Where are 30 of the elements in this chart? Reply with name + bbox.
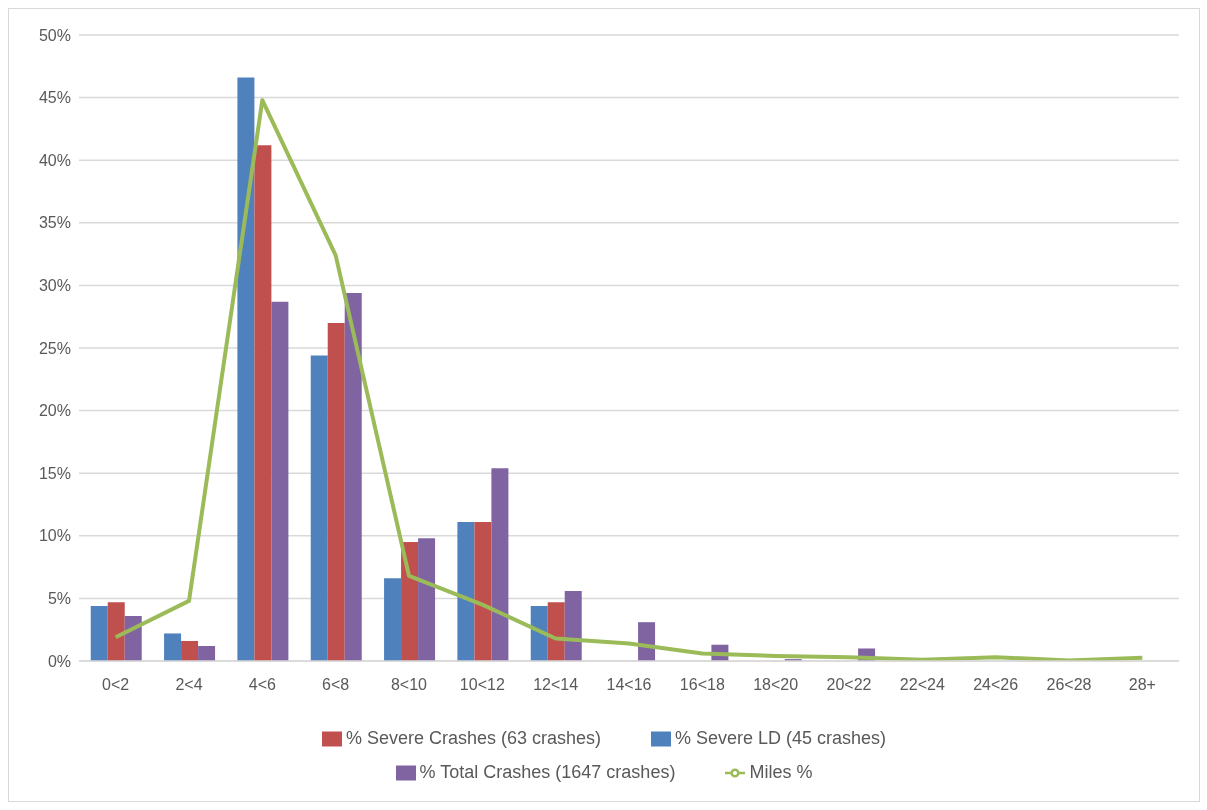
y-tick-label: 10% [38, 527, 71, 545]
x-tick-label: 2<4 [175, 676, 203, 694]
y-tick-label: 0% [47, 652, 71, 670]
y-tick-label: 5% [47, 590, 71, 608]
legend-label: % Severe Crashes (63 crashes) [345, 728, 601, 748]
x-tick-label: 6<8 [322, 676, 350, 694]
legend-label: Miles % [749, 762, 813, 782]
x-tick-label: 26<28 [1046, 676, 1092, 694]
y-tick-label: 35% [38, 214, 71, 232]
x-tick-label: 18<20 [753, 676, 799, 694]
y-tick-label: 30% [38, 277, 71, 295]
x-tick-label: 8<10 [390, 676, 428, 694]
x-tick-label: 16<18 [679, 676, 725, 694]
y-tick-label: 25% [38, 339, 71, 357]
x-tick-label: 0<2 [102, 676, 130, 694]
x-tick-label: 14<16 [606, 676, 652, 694]
y-tick-label: 50% [38, 26, 71, 44]
x-tick-label: 12<14 [533, 676, 579, 694]
y-tick-label: 15% [38, 464, 71, 482]
x-tick-label: 20<22 [826, 676, 872, 694]
legend-label: % Total Crashes (1647 crashes) [419, 762, 676, 782]
y-tick-label: 45% [38, 89, 71, 107]
y-tick-label: 40% [38, 151, 71, 169]
x-tick-label: 22<24 [899, 676, 945, 694]
legend-label: % Severe LD (45 crashes) [675, 728, 887, 748]
x-tick-label: 10<12 [459, 676, 505, 694]
y-tick-label: 20% [38, 402, 71, 420]
x-tick-label: 24<26 [973, 676, 1019, 694]
x-tick-label: 4<6 [248, 676, 277, 694]
x-tick-label: 28+ [1128, 676, 1156, 694]
